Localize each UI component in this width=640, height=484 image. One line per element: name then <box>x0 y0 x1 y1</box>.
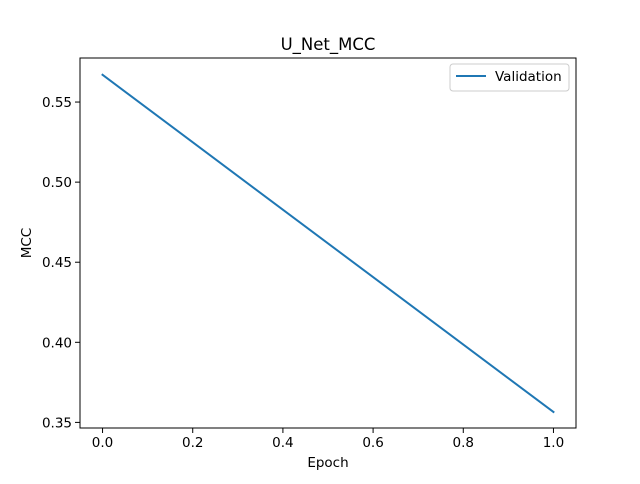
y-tick-label: 0.45 <box>42 255 72 271</box>
x-tick-label: 0.6 <box>362 435 383 451</box>
y-axis-ticks: 0.35 0.40 0.45 0.50 0.55 <box>42 95 80 431</box>
x-tick-label: 0.2 <box>182 435 203 451</box>
legend-label-validation: Validation <box>495 69 562 85</box>
y-tick-label: 0.40 <box>42 335 72 351</box>
x-axis-ticks: 0.0 0.2 0.4 0.6 0.8 1.0 <box>92 428 564 451</box>
y-axis-label: MCC <box>19 228 35 259</box>
y-tick-label: 0.55 <box>42 95 72 111</box>
axes-frame <box>79 57 577 429</box>
x-tick-label: 1.0 <box>543 435 564 451</box>
x-tick-label: 0.4 <box>272 435 293 451</box>
chart-title: U_Net_MCC <box>281 35 376 55</box>
y-tick-label: 0.50 <box>42 175 72 191</box>
legend-box <box>449 63 570 92</box>
x-axis-label: Epoch <box>307 455 348 471</box>
y-tick-label: 0.35 <box>42 415 72 431</box>
x-tick-label: 0.0 <box>92 435 113 451</box>
x-tick-label: 0.8 <box>453 435 474 451</box>
series-line-validation <box>101 73 555 414</box>
legend: Validation <box>449 63 570 92</box>
plot-area <box>101 73 555 414</box>
